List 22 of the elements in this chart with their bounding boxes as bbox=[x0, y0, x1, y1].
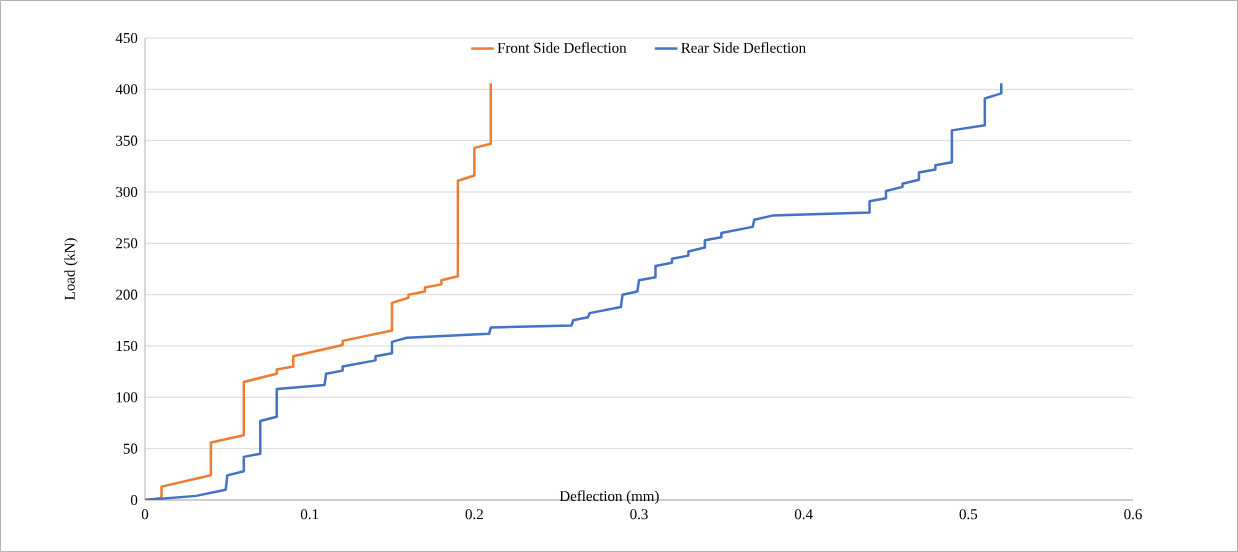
y-tick-label: 150 bbox=[116, 340, 138, 352]
x-axis-title: Deflection (mm) bbox=[559, 490, 659, 505]
y-tick-label: 350 bbox=[116, 135, 138, 146]
legend-label: Front Side Deflection bbox=[497, 42, 627, 53]
x-tick-label: 0.1 bbox=[300, 509, 319, 520]
line-series bbox=[145, 81, 493, 500]
y-tick-label: 50 bbox=[123, 443, 138, 454]
x-tick-label: 0.3 bbox=[630, 509, 648, 520]
y-tick-label: 450 bbox=[115, 32, 138, 44]
x-tick-label: 0.6 bbox=[1124, 509, 1142, 520]
y-axis-title: Load (kN) bbox=[64, 238, 78, 300]
x-tick-label: 0.4 bbox=[794, 509, 813, 520]
legend-label: Rear Side Deflection bbox=[681, 42, 806, 53]
x-tick-label: 0.5 bbox=[959, 509, 978, 520]
y-tick-label: 400 bbox=[115, 84, 138, 95]
x-tick-label: 0 bbox=[141, 509, 149, 520]
y-tick-label: 0 bbox=[130, 494, 138, 506]
y-tick-label: 100 bbox=[116, 392, 138, 403]
y-tick-label: 250 bbox=[116, 238, 138, 249]
y-tick-label: 200 bbox=[116, 289, 138, 300]
x-tick-label: 0.2 bbox=[465, 509, 483, 520]
y-tick-label: 300 bbox=[116, 186, 138, 198]
